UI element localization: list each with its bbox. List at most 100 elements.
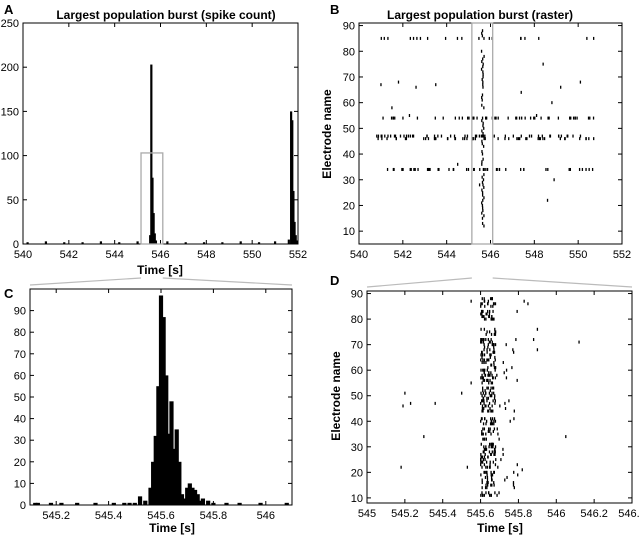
y-tick-label: 10 [14, 478, 26, 490]
spike-mark [491, 404, 493, 408]
spike-mark [480, 368, 482, 372]
spike-mark [586, 36, 588, 40]
spike-mark [489, 353, 491, 357]
spike-mark [480, 312, 482, 316]
spike-mark [494, 394, 496, 398]
spike-mark [494, 330, 496, 334]
spike-mark [482, 340, 485, 344]
y-tick-label: 50 [343, 123, 355, 135]
spike-mark [387, 134, 389, 138]
bar [202, 242, 206, 244]
spike-mark [491, 343, 493, 347]
spike-mark [481, 355, 483, 359]
bar [290, 111, 293, 245]
panel-label-c: C [4, 286, 14, 301]
bar [122, 502, 127, 505]
spike-mark [483, 399, 485, 403]
y-tick-label: 30 [351, 442, 363, 454]
y-tick-label: 0 [13, 239, 19, 251]
spike-mark [480, 458, 482, 462]
spike-mark [485, 445, 487, 449]
panel-label-d: D [330, 273, 339, 288]
spike-mark [490, 317, 492, 321]
spike-mark [579, 134, 582, 138]
spike-mark [480, 304, 482, 308]
spike-mark [494, 343, 497, 347]
spike-mark [457, 162, 459, 166]
spike-mark [492, 460, 495, 464]
spike-mark [480, 391, 482, 395]
x-tick-label: 544 [105, 249, 123, 261]
spike-mark [380, 83, 382, 87]
spike-mark [480, 327, 482, 331]
bar [295, 240, 298, 244]
spike-mark [484, 116, 487, 120]
y-tick-label: 10 [351, 493, 363, 505]
spike-mark [481, 188, 483, 192]
spike-mark [482, 378, 484, 382]
spike-mark [483, 437, 485, 441]
spike-mark [515, 338, 517, 342]
spike-mark [482, 368, 484, 372]
spike-mark [569, 167, 572, 171]
spike-mark [504, 406, 507, 410]
spike-mark [487, 386, 489, 390]
spike-mark [513, 486, 515, 490]
spike-mark [412, 36, 415, 40]
spike-mark [489, 297, 492, 301]
spike-mark [481, 465, 483, 469]
y-tick-label: 60 [14, 370, 26, 382]
y-tick-label: 90 [343, 21, 355, 33]
spike-mark [480, 376, 482, 380]
spike-mark [523, 167, 525, 171]
spike-mark [519, 137, 521, 141]
spike-mark [482, 309, 484, 313]
spike-mark [487, 378, 489, 382]
spike-mark [494, 452, 496, 456]
bar [99, 241, 103, 244]
bar [118, 242, 121, 244]
spike-mark [490, 419, 492, 423]
spike-mark [534, 116, 536, 120]
spike-mark [482, 422, 485, 426]
spike-mark [491, 315, 493, 319]
spike-mark [453, 134, 456, 138]
spike-mark [493, 134, 495, 138]
spike-mark [475, 134, 478, 138]
spike-mark [585, 137, 587, 141]
bar [192, 489, 198, 505]
bar [136, 241, 139, 244]
spike-mark [512, 483, 515, 487]
spike-mark [520, 90, 522, 94]
spike-mark [489, 465, 491, 469]
spike-mark [481, 206, 484, 210]
spike-mark [486, 302, 489, 306]
spike-mark [487, 481, 489, 485]
spike-mark [490, 475, 493, 479]
spike-mark [482, 178, 485, 182]
spike-mark [525, 137, 527, 141]
bar [195, 494, 200, 505]
spike-mark [494, 358, 496, 362]
spike-mark [482, 132, 484, 135]
spike-mark [492, 304, 494, 308]
spike-mark [481, 96, 483, 100]
panel-a-plot-area [22, 22, 299, 245]
spike-mark [423, 137, 425, 141]
spike-mark [489, 389, 491, 393]
spike-mark [490, 470, 492, 474]
spike-mark [392, 167, 395, 171]
spike-mark [483, 224, 485, 228]
spike-mark [565, 435, 567, 439]
spike-mark [482, 437, 484, 441]
spike-mark [521, 468, 523, 472]
spike-mark [537, 137, 539, 141]
spike-mark [487, 396, 489, 400]
spike-mark [480, 49, 483, 53]
spike-mark [494, 450, 496, 454]
spike-mark [516, 137, 518, 141]
x-tick-label: 542 [60, 249, 78, 261]
spike-mark [384, 134, 386, 138]
spike-mark [496, 167, 498, 171]
spike-mark [489, 429, 491, 433]
